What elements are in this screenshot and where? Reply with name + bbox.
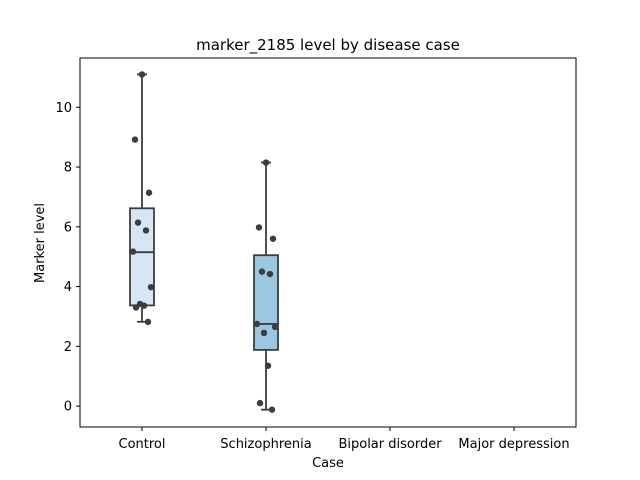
x-tick-label: Bipolar disorder [338,437,442,452]
data-point [268,406,276,413]
x-tick-label: Control [119,437,166,452]
data-point [140,302,148,309]
plot-area: 0 2 4 6 8 10 Control Schizophrenia Bipolar disor… [55,57,577,452]
data-point [131,136,139,143]
y-tick-label: 2 [64,340,72,355]
data-point [142,227,150,234]
data-point [264,362,272,369]
box [129,207,155,307]
data-point [262,159,270,166]
data-point [255,224,263,231]
data-point [260,329,268,337]
y-tick-label: 6 [64,220,72,235]
y-tick-label: 10 [55,101,72,116]
x-tick-label: Schizophrenia [220,437,311,452]
x-tick-label: Major depression [458,437,569,452]
data-point [256,399,264,407]
data-point [271,323,279,331]
data-point [253,320,261,328]
data-point [129,248,137,255]
axes-frame [79,57,577,428]
data-point [145,189,153,196]
y-tick-label: 0 [64,400,72,415]
data-point [269,235,277,242]
data-point [144,318,152,326]
data-point [134,219,142,226]
box [253,254,279,351]
y-tick-label: 4 [64,280,72,295]
data-point [138,71,146,78]
chart-title: marker_2185 level by disease case [196,36,460,55]
data-point [266,270,274,278]
data-point [258,268,266,275]
y-axis-label: Marker level [33,203,48,283]
data-point [132,304,140,311]
y-tick-label: 8 [64,161,72,176]
x-axis-label: Case [312,456,344,471]
data-point [147,283,155,291]
